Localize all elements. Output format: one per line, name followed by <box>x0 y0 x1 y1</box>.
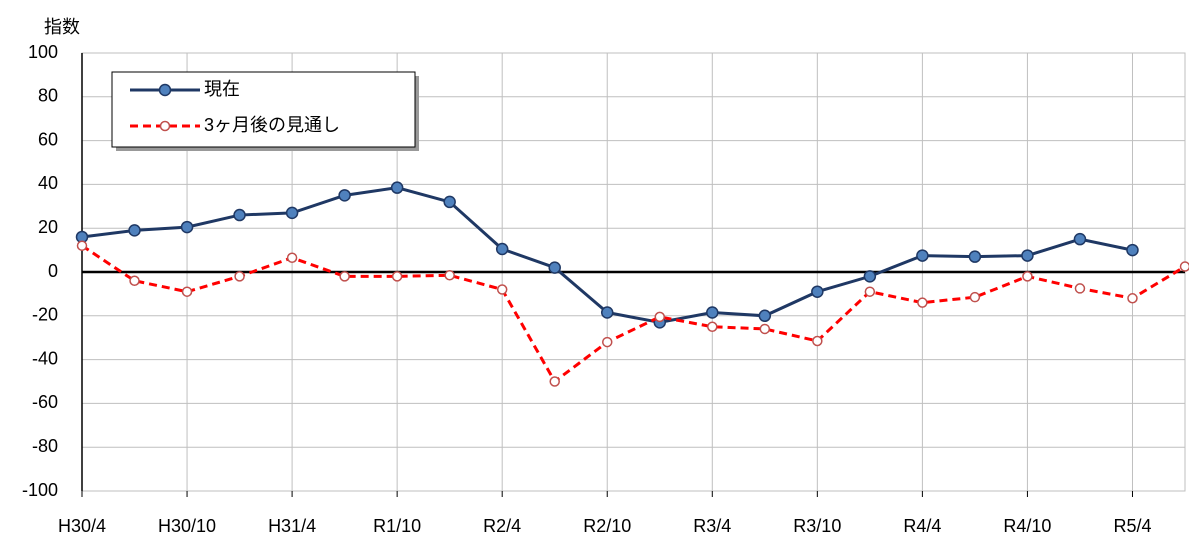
y-tick-label: 100 <box>28 42 58 62</box>
legend-box <box>111 71 416 148</box>
legend: 現在 3ヶ月後の見通し <box>111 71 419 151</box>
point <box>1127 293 1138 304</box>
point <box>969 291 981 303</box>
point <box>233 208 246 222</box>
point <box>600 306 614 319</box>
point <box>916 249 929 262</box>
x-tick-label: H31/4 <box>268 516 316 536</box>
point <box>706 306 719 319</box>
point <box>391 271 403 282</box>
y-tick-label: -20 <box>32 305 58 325</box>
point <box>812 335 823 347</box>
point <box>181 286 193 297</box>
point <box>339 271 350 282</box>
point <box>654 311 666 323</box>
x-tick-label: R4/4 <box>903 516 941 536</box>
point <box>1126 243 1139 257</box>
point <box>863 270 877 283</box>
y-tick-label: 20 <box>38 217 58 237</box>
y-tick-label: -100 <box>22 480 58 500</box>
point <box>811 285 824 298</box>
x-tick-label: R4/10 <box>1003 516 1051 536</box>
point <box>76 240 88 251</box>
point <box>601 336 613 348</box>
y-tick-label: -60 <box>32 392 58 412</box>
point <box>234 271 245 282</box>
point <box>180 220 194 234</box>
legend-marker <box>159 120 171 132</box>
point <box>864 286 876 297</box>
point <box>443 195 456 209</box>
point <box>390 181 404 194</box>
series-line <box>81 244 1186 384</box>
x-tick-label: R5/4 <box>1113 516 1151 536</box>
point <box>1179 261 1189 272</box>
point <box>759 323 771 335</box>
point <box>1021 249 1034 262</box>
x-tick-label: R3/4 <box>693 516 731 536</box>
y-tick-label: 40 <box>38 173 58 193</box>
legend-label: 3ヶ月後の見通し <box>204 115 340 135</box>
point <box>128 224 141 237</box>
point <box>496 284 508 295</box>
point <box>1074 283 1086 294</box>
legend-marker <box>158 83 172 97</box>
x-tick-label: R1/10 <box>373 516 421 536</box>
legend-label: 現在 <box>204 79 240 99</box>
point <box>444 270 455 281</box>
point <box>338 189 351 202</box>
y-tick-label: 80 <box>38 86 58 106</box>
point <box>917 297 928 308</box>
point <box>286 252 298 264</box>
point <box>548 261 561 274</box>
x-tick-label: H30/10 <box>158 516 216 536</box>
x-tick-label: R2/4 <box>483 516 521 536</box>
point <box>1022 271 1033 282</box>
point <box>968 250 982 263</box>
x-tick-label: R2/10 <box>583 516 631 536</box>
y-tick-label: -80 <box>32 436 58 456</box>
y-tick-label: -40 <box>32 348 58 368</box>
y-tick-label: 60 <box>38 129 58 149</box>
point <box>758 309 772 323</box>
point <box>707 321 718 332</box>
x-tick-label: R3/10 <box>793 516 841 536</box>
point <box>495 242 509 256</box>
y-axis-title: 指数 <box>44 17 80 37</box>
x-tick-label: H30/4 <box>58 516 106 536</box>
point <box>285 206 299 220</box>
y-tick-label: 0 <box>48 261 58 281</box>
point <box>129 275 140 287</box>
point <box>549 376 560 387</box>
point <box>1073 232 1087 246</box>
